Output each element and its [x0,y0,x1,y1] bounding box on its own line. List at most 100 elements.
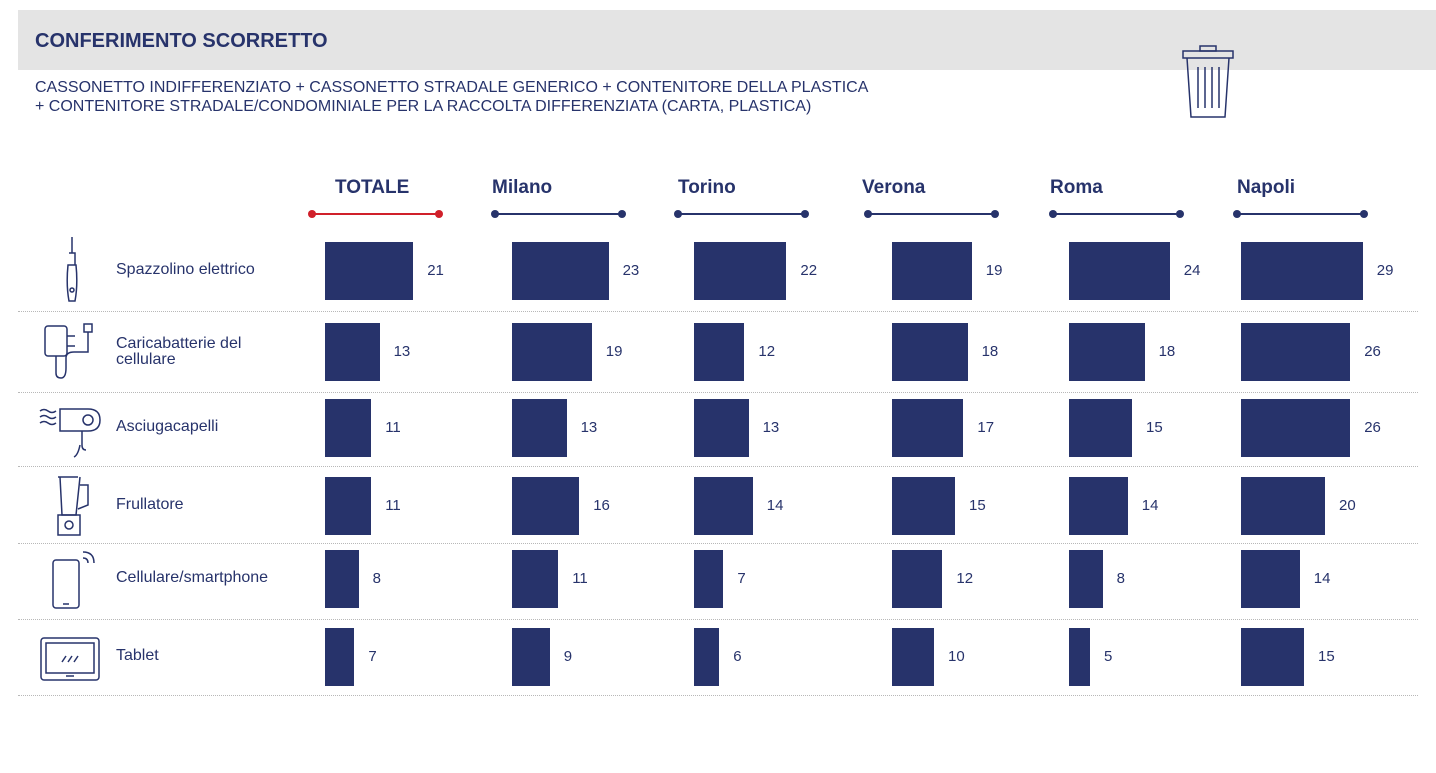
value-label: 29 [1376,262,1394,279]
row-separator [18,543,1418,544]
value-label: 8 [1116,570,1125,587]
tablet-icon [40,637,100,681]
value-label: 14 [1141,497,1159,514]
bar [892,399,964,457]
bar [512,477,580,535]
value-label: 26 [1364,419,1381,436]
title-band [18,10,1436,70]
bar [1241,628,1304,686]
column-header: Milano [492,177,553,198]
value-label: 12 [956,570,974,587]
row-separator [18,311,1418,312]
bar [1069,242,1170,300]
value-label: 7 [737,570,746,587]
bar [512,550,559,608]
bar [892,242,972,300]
value-label: 14 [1313,570,1331,587]
bar [892,550,943,608]
row-separator [18,466,1418,467]
category-label: Asciugacapelli [116,418,219,435]
bar [892,628,934,686]
value-label: 15 [969,497,986,514]
header-dot [864,210,872,218]
bar [694,399,749,457]
subtitle: CASSONETTO INDIFFERENZIATO + CASSONETTO … [35,79,869,96]
value-label: 22 [800,262,818,279]
value-label: 12 [758,343,776,360]
header-line [868,213,995,215]
header-dot [491,210,499,218]
bar [892,323,968,381]
bar [512,399,567,457]
row-separator [18,695,1418,696]
value-label: 11 [385,497,401,514]
bar [1241,477,1325,535]
charger-icon [44,323,93,379]
row-separator [18,392,1418,393]
header-dot [435,210,443,218]
value-label: 8 [372,570,381,587]
header-line [678,213,805,215]
value-label: 18 [981,343,999,360]
header-dot [308,210,316,218]
bar [325,628,355,686]
bar [1069,628,1090,686]
header-dot [674,210,682,218]
bar [1241,242,1363,300]
bar [512,323,592,381]
bar [325,550,359,608]
bar [1069,399,1132,457]
value-label: 15 [1146,419,1163,436]
blender-icon [57,476,89,536]
header-dot [1049,210,1057,218]
header-line [1237,213,1364,215]
bar [694,242,787,300]
value-label: 13 [393,343,411,360]
bar [325,477,372,535]
header-line [495,213,622,215]
value-label: 10 [948,648,965,665]
bar [325,242,414,300]
column-header: Verona [862,177,926,198]
trash-icon [1182,45,1234,118]
header-dot [801,210,809,218]
value-label: 7 [368,648,377,665]
chart-title: CONFERIMENTO SCORRETTO [35,30,328,52]
value-label: 20 [1339,497,1356,514]
category-label: Frullatore [116,496,184,513]
bar [1069,550,1103,608]
bar [512,628,550,686]
value-label: 5 [1104,648,1113,665]
column-header: TOTALE [335,177,410,198]
bar [1241,323,1351,381]
header-dot [618,210,626,218]
toothbrush-icon [66,237,78,302]
value-label: 9 [563,648,573,665]
bar [325,399,372,457]
bar [325,323,380,381]
value-label: 13 [580,419,598,436]
bar [694,628,720,686]
header-line [1053,213,1180,215]
category-label: Caricabatterie del cellulare [116,335,242,368]
header-dot [1176,210,1184,218]
category-label: Spazzolino elettrico [116,261,255,278]
bar [1069,323,1145,381]
hairdryer-icon [39,408,101,458]
value-label: 11 [385,419,401,436]
value-label: 23 [622,262,640,279]
value-label: 13 [762,419,780,436]
value-label: 11 [572,570,588,587]
header-dot [991,210,999,218]
bar [892,477,955,535]
value-label: 17 [977,419,995,436]
bar [512,242,609,300]
category-label: Tablet [116,647,159,664]
header-dot [1233,210,1241,218]
header-dot [1360,210,1368,218]
phone-icon [52,551,95,609]
value-label: 26 [1364,343,1381,360]
value-label: 19 [985,262,1003,279]
bar [1241,550,1300,608]
bar [1241,399,1351,457]
